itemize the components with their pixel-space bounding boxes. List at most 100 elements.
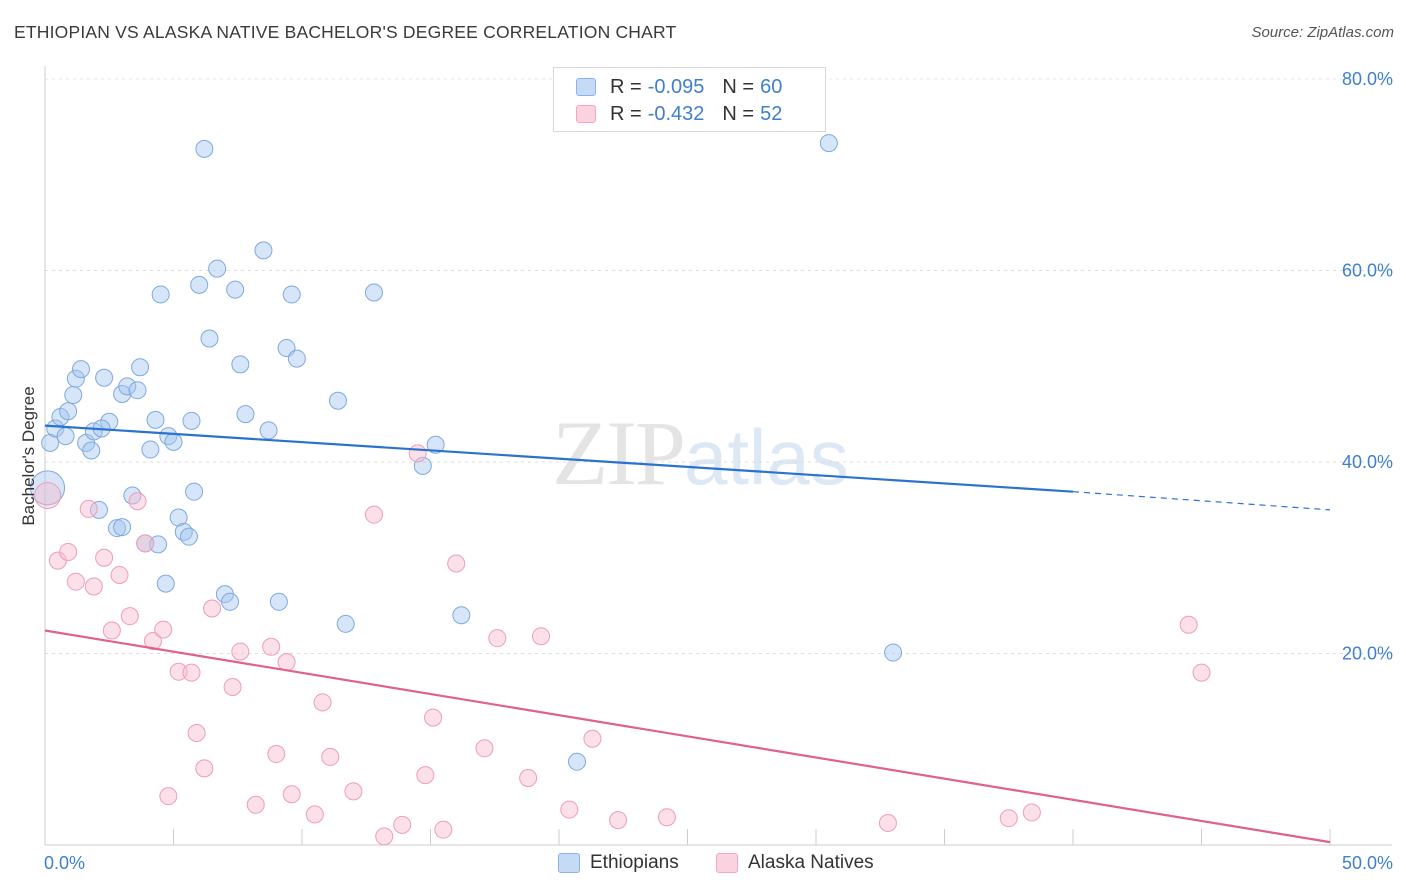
ethiopians-point [328,391,347,410]
ethiopians-trend-extension [1072,491,1331,511]
alaska-natives-point [59,543,78,562]
alaska-natives-points [34,444,1211,846]
ethiopians-point [174,522,193,541]
ethiopians-point [364,283,383,302]
alaska-natives-point [84,577,103,596]
alaska-natives-point [143,632,162,651]
ethiopians-point [46,419,65,438]
ethiopians-point [287,349,306,368]
alaska-natives-point [434,820,453,839]
alaska-natives-point [344,782,363,801]
y-tick-label: 40.0% [1342,452,1393,472]
ethiopians-point [82,441,101,460]
alaska-natives-point [79,499,98,518]
alaska-natives-point [447,554,466,573]
alaska-natives-point [424,708,443,727]
legend-r-label: R = [610,102,642,125]
alaska-natives-point [321,747,340,766]
alaska-natives-point [999,809,1018,828]
alaska-natives-point [657,808,676,827]
ethiopians-point [269,592,288,611]
trend-lines [44,424,1331,844]
ethiopians-point [128,381,147,400]
axes [44,66,1392,846]
ethiopians-point [185,482,204,501]
alaska-natives-point [1022,803,1041,822]
ethiopians-legend-label: Ethiopians [590,852,679,873]
ethiopians-point [190,275,209,294]
alaska-natives-point [475,739,494,758]
watermark-atlas: atlas [684,413,849,501]
alaska-natives-point [282,785,301,804]
alaska-natives-point [182,663,201,682]
ethiopians-point [151,285,170,304]
ethiopians-point [336,614,355,633]
alaska-natives-point [66,572,85,591]
ethiopians-point [107,519,126,538]
ethiopians-point [259,421,278,440]
alaska-natives-point [187,723,206,742]
ethiopians-point [95,368,114,387]
alaska-natives-point [34,482,62,510]
ethiopians-point [123,486,142,505]
ethiopians-point [195,139,214,158]
alaska-natives-point [375,827,394,846]
y-tick-label: 80.0% [1342,69,1393,89]
alaska-natives-point [1179,615,1198,634]
alaska-natives-point [95,548,114,567]
ethiopians-point [282,285,301,304]
alaska-natives-point [277,653,296,672]
ethiopians-point [118,377,137,396]
alaska-natives-point [203,599,222,618]
alaska-natives-point [110,565,129,584]
alaska-natives-point [408,444,427,463]
alaska-natives-point [393,815,412,834]
x-tick-label: 50.0% [1342,853,1393,873]
ethiopians-point [182,411,201,430]
ethiopians-points [30,134,903,771]
alaska-natives-point [416,766,435,785]
ethiopians-point [567,752,586,771]
ethiopians-point [819,134,838,153]
bottom-legend-ethiopians: Ethiopians [558,852,679,874]
ethiopians-point [200,329,219,348]
alaska-natives-point [1192,663,1211,682]
ethiopians-point [208,259,227,278]
ethiopians-point [89,500,108,519]
x-tick-label: 0.0% [44,853,85,873]
alaska-natives-point [519,768,538,787]
ethiopians-point [59,402,78,421]
alaska-natives-point [231,642,250,661]
alaska-natives-point [154,620,173,639]
alaska-natives-point [136,534,155,553]
alaska-natives-point [583,729,602,748]
alaska-natives-point [488,629,507,648]
alaska-natives-point [169,662,188,681]
alaska-natives-legend-swatch [716,853,738,873]
alaska-natives-point [195,759,214,778]
ethiopians-point [141,440,160,459]
ethiopians-point [221,592,240,611]
legend-r-label: R = [610,75,642,98]
alaska-natives-point [878,813,897,832]
ethiopians-point [236,405,255,424]
alaska-natives-point [102,621,121,640]
alaska-natives-point [305,805,324,824]
watermark-zip: ZIP [552,402,686,504]
y-tick-label: 20.0% [1342,644,1393,664]
alaska-natives-point [262,637,281,656]
ethiopians-point [226,280,245,299]
ethiopians-point [66,369,85,388]
alaska-natives-point [560,800,579,819]
chart-title: ETHIOPIAN VS ALASKA NATIVE BACHELOR'S DE… [14,22,677,42]
alaska-natives-point [128,492,147,511]
legend-r-value: -0.432 [647,102,705,125]
alaska-natives-point [159,787,178,806]
ethiopians-point [131,358,150,377]
alaska-natives-point [246,795,265,814]
ethiopians-point [179,527,198,546]
alaska-natives-legend-label: Alaska Natives [748,852,874,873]
alaska-natives-point [223,678,242,697]
ethiopians-point [30,470,66,506]
legend-n-value: 52 [760,102,783,125]
